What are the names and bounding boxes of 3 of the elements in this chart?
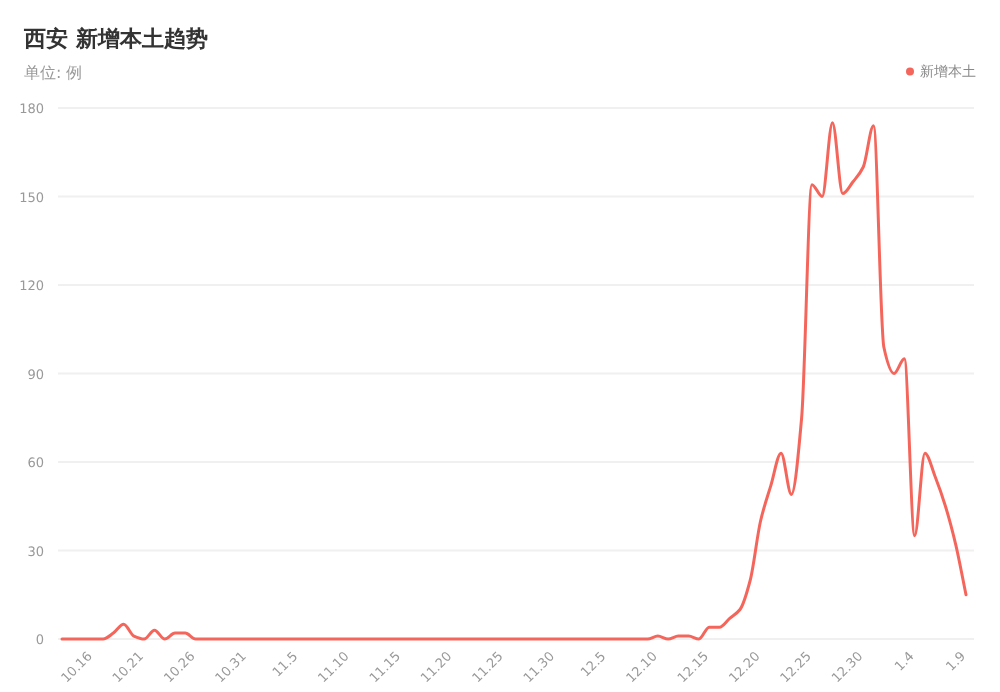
chart-subtitle: 单位: 例 — [24, 64, 83, 82]
line-series — [60, 121, 968, 641]
chart-title: 西安 新增本土趋势 — [22, 26, 208, 52]
